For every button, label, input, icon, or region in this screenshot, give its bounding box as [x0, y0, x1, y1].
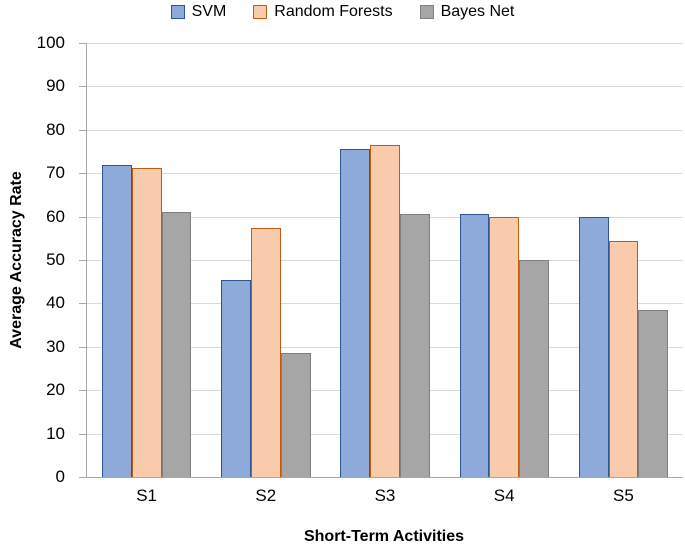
- y-tick-label-0: 0: [55, 467, 65, 486]
- bar-groups: [87, 43, 683, 477]
- x-tick-label-s3: S3: [374, 486, 396, 505]
- bar-s3-svm: [340, 148, 371, 477]
- y-tick-mark-90: [79, 86, 87, 88]
- y-tick-mark-30: [79, 346, 87, 348]
- y-tick-label-20: 20: [46, 380, 65, 400]
- bar-group-s5: [564, 43, 683, 477]
- y-tick-mark-100: [79, 43, 87, 44]
- bar-s4-svm: [459, 214, 490, 477]
- bar-s5-bayes-net: [638, 309, 669, 477]
- x-tick-label-s2: S2: [255, 486, 277, 505]
- y-tick-label-90: 90: [46, 76, 65, 96]
- bar-group-s4: [445, 43, 564, 477]
- bar-s1-svm: [101, 164, 132, 477]
- bar-s3-bayes-net: [399, 214, 430, 477]
- legend-item-random-forests: Random Forests: [253, 2, 393, 22]
- y-tick-label-50: 50: [46, 250, 65, 269]
- y-tick-label-100: 100: [36, 33, 65, 52]
- bar-s1-bayes-net: [161, 212, 192, 477]
- gridline-100: [87, 43, 683, 44]
- y-tick-label-40: 40: [46, 293, 65, 313]
- bar-s4-bayes-net: [519, 259, 549, 477]
- legend-item-svm: SVM: [170, 2, 227, 22]
- bar-s1-random-forests: [131, 168, 162, 477]
- legend-label-bayes-net: Bayes Net: [440, 3, 515, 20]
- y-tick-mark-50: [79, 260, 87, 261]
- plot-area: 0 10 20 30 40 50 60 70 80 90 100 S1 S2 S3 S4 S5: [37, 33, 683, 505]
- legend-swatch-bayes-net-icon: [419, 5, 434, 19]
- legend-swatch-random-forests-icon: [253, 5, 268, 19]
- x-tick-label-s1: S1: [136, 486, 157, 505]
- legend-label-svm: SVM: [191, 3, 227, 20]
- y-tick-mark-70: [79, 173, 87, 175]
- y-tick-mark-0: [79, 477, 87, 478]
- bar-group-s2: [206, 43, 325, 477]
- chart-legend: SVM Random Forests Bayes Net: [0, 2, 685, 22]
- bar-s5-svm: [578, 217, 609, 477]
- gridline-90: [87, 86, 683, 88]
- legend-label-random-forests: Random Forests: [274, 3, 393, 20]
- bar-s2-random-forests: [250, 227, 281, 477]
- y-tick-label-70: 70: [46, 163, 65, 183]
- y-tick-mark-60: [79, 216, 87, 218]
- gridline-80: [87, 129, 683, 131]
- bar-s2-svm: [221, 279, 251, 477]
- y-tick-label-30: 30: [46, 336, 65, 356]
- legend-swatch-svm-icon: [170, 5, 185, 19]
- x-axis-title: Short-Term Activities: [303, 528, 465, 545]
- bar-group-s3: [325, 43, 444, 477]
- bar-s2-bayes-net: [280, 353, 311, 477]
- x-tick-label-s5: S5: [612, 486, 634, 505]
- x-tick-label-s4: S4: [493, 486, 515, 505]
- y-tick-mark-40: [79, 303, 87, 305]
- y-tick-mark-80: [79, 129, 87, 131]
- bar-s3-random-forests: [370, 145, 400, 477]
- y-tick-label-80: 80: [46, 119, 65, 139]
- y-tick-label-60: 60: [46, 206, 65, 226]
- bar-group-s1: [87, 43, 206, 477]
- legend-item-bayes-net: Bayes Net: [419, 2, 515, 22]
- y-tick-mark-10: [79, 433, 87, 435]
- y-tick-label-10: 10: [46, 423, 65, 443]
- bar-s5-random-forests: [608, 240, 639, 477]
- bar-s4-random-forests: [489, 217, 520, 477]
- y-tick-mark-20: [79, 390, 87, 392]
